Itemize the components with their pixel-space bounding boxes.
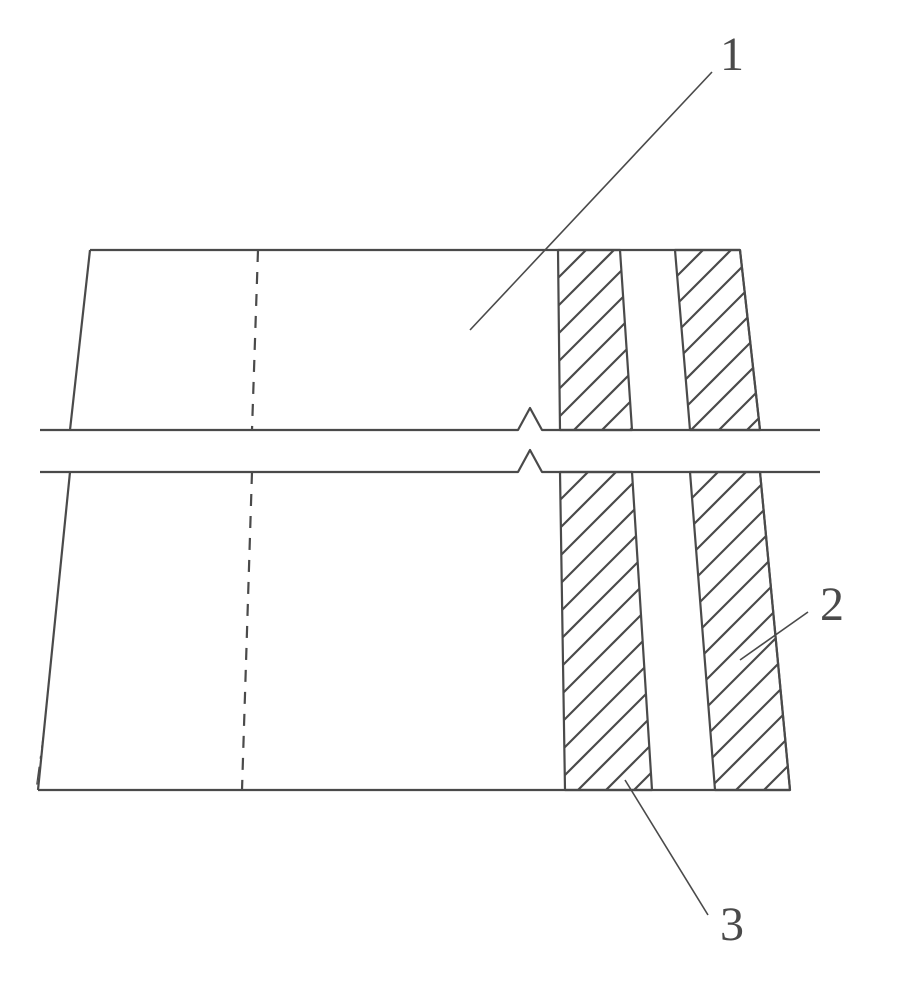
label-3: 3 [720, 898, 744, 951]
leader-lines [470, 72, 808, 915]
label-1: 1 [720, 28, 744, 81]
outlines [36, 250, 820, 790]
callout-labels: 1 2 3 [720, 28, 844, 951]
section-diagram: 1 2 3 [0, 0, 912, 1000]
hatch-fills [242, 250, 912, 790]
label-2: 2 [820, 578, 844, 631]
